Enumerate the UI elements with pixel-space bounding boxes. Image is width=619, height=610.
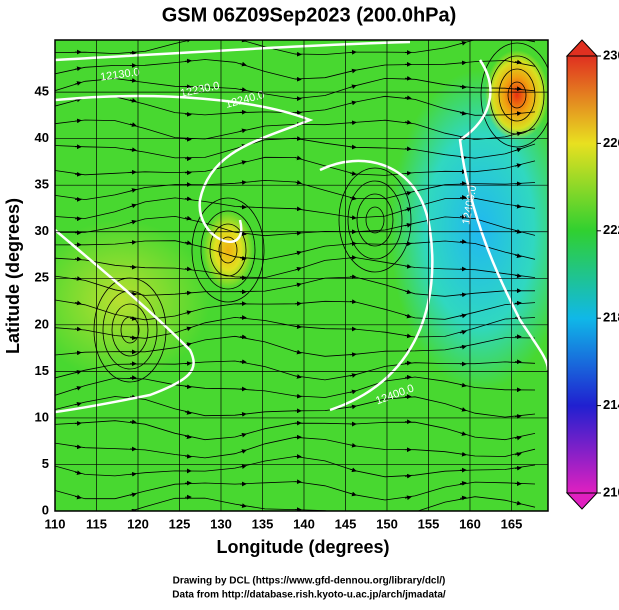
y-tick-label: 10 [35, 409, 49, 424]
colorbar-cap [567, 493, 597, 509]
y-axis-label: Latitude (degrees) [3, 198, 23, 354]
x-tick-label: 110 [45, 516, 66, 531]
y-tick-label: 35 [35, 177, 49, 192]
credit: Data from http://database.rish.kyoto-u.a… [172, 590, 446, 601]
y-tick-label: 20 [35, 316, 49, 331]
x-axis-label: Longitude (degrees) [216, 537, 389, 557]
stream-arrow [405, 513, 411, 514]
x-tick-label: 120 [127, 516, 149, 531]
y-tick-label: 25 [35, 270, 49, 285]
stream-arrow [75, 516, 81, 517]
warm-core [485, 50, 549, 140]
stream-arrow [185, 139, 191, 140]
colorbar-cap [567, 40, 597, 56]
stream-arrow [295, 209, 301, 210]
x-tick-label: 130 [210, 516, 232, 531]
colorbar-tick-label: 214 [603, 397, 619, 412]
stream-arrow [75, 174, 81, 175]
y-tick-label: 5 [42, 456, 49, 471]
stream-arrow [515, 303, 521, 304]
stream-arrow [405, 149, 411, 150]
x-tick-label: 135 [252, 516, 274, 531]
x-tick-label: 140 [293, 516, 315, 531]
stream-arrow [350, 514, 356, 515]
stream-arrow [515, 37, 521, 38]
colorbar-tick-label: 230 [603, 47, 619, 62]
colorbar [567, 56, 597, 493]
title: GSM 06Z09Sep2023 (200.0hPa) [162, 4, 457, 26]
stream-arrow [75, 423, 81, 424]
stream-arrow [295, 79, 301, 80]
x-tick-label: 150 [376, 516, 398, 531]
stream-arrow [130, 53, 136, 54]
stream-arrow [460, 87, 466, 88]
x-tick-label: 115 [86, 516, 107, 531]
y-tick-label: 40 [35, 130, 49, 145]
colorbar-tick-label: 210 [603, 484, 619, 499]
y-tick-label: 0 [42, 502, 49, 517]
stream-arrow [185, 363, 191, 364]
stream-arrow [130, 338, 136, 339]
y-tick-label: 15 [35, 363, 49, 378]
x-tick-label: 155 [418, 516, 440, 531]
y-tick-label: 45 [35, 84, 49, 99]
x-tick-label: 125 [169, 516, 191, 531]
stream-arrow [515, 89, 521, 90]
colorbar-tick-label: 218 [603, 310, 619, 325]
credit: Drawing by DCL (https://www.gfd-dennou.o… [173, 576, 446, 587]
colorbar-tick-label: 222 [603, 222, 619, 237]
x-tick-label: 145 [335, 516, 357, 531]
x-tick-label: 160 [459, 516, 481, 531]
x-tick-label: 165 [501, 516, 523, 531]
colorbar-tick-label: 226 [603, 135, 619, 150]
y-tick-label: 30 [35, 223, 49, 238]
